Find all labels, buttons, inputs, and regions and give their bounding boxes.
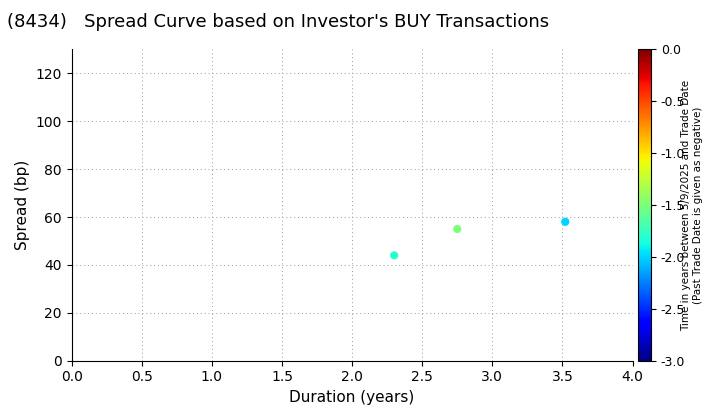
Y-axis label: Spread (bp): Spread (bp): [15, 160, 30, 250]
X-axis label: Duration (years): Duration (years): [289, 390, 415, 405]
Point: [559, 218, 571, 225]
Point: [388, 252, 400, 259]
Y-axis label: Time in years between 5/9/2025 and Trade Date
(Past Trade Date is given as negat: Time in years between 5/9/2025 and Trade…: [681, 79, 703, 331]
Text: (8434)   Spread Curve based on Investor's BUY Transactions: (8434) Spread Curve based on Investor's …: [7, 13, 549, 31]
Point: [451, 226, 463, 232]
